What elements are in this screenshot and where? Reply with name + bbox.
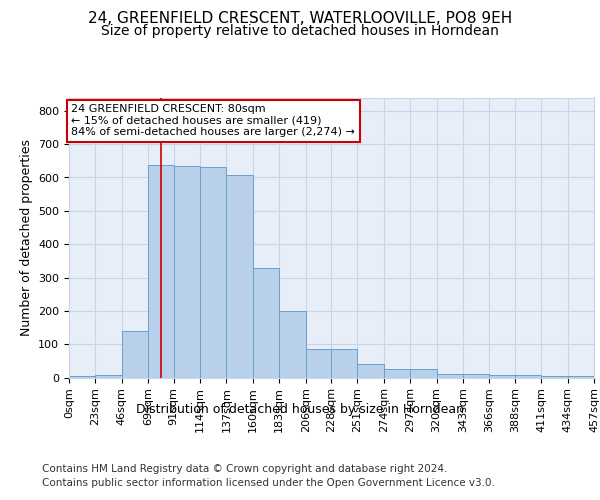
Text: Distribution of detached houses by size in Horndean: Distribution of detached houses by size … — [136, 402, 464, 415]
Bar — [384, 369, 410, 378]
Bar — [173, 166, 200, 378]
Bar — [253, 268, 279, 378]
Text: 24, GREENFIELD CRESCENT, WATERLOOVILLE, PO8 9EH: 24, GREENFIELD CRESCENT, WATERLOOVILLE, … — [88, 11, 512, 26]
Bar — [358, 364, 384, 378]
Bar — [305, 349, 331, 378]
Bar — [490, 375, 515, 378]
Bar — [541, 376, 568, 378]
Text: Contains public sector information licensed under the Open Government Licence v3: Contains public sector information licen… — [42, 478, 495, 488]
Bar — [200, 168, 226, 378]
Bar — [463, 374, 490, 378]
Bar — [437, 374, 463, 378]
Bar — [69, 376, 95, 378]
Bar — [515, 375, 541, 378]
Bar — [95, 375, 122, 378]
Bar — [226, 175, 253, 378]
Text: Size of property relative to detached houses in Horndean: Size of property relative to detached ho… — [101, 24, 499, 38]
Text: 24 GREENFIELD CRESCENT: 80sqm
← 15% of detached houses are smaller (419)
84% of : 24 GREENFIELD CRESCENT: 80sqm ← 15% of d… — [71, 104, 355, 138]
Bar — [122, 331, 148, 378]
Bar — [279, 311, 305, 378]
Bar — [331, 349, 358, 378]
Bar — [410, 369, 437, 378]
Y-axis label: Number of detached properties: Number of detached properties — [20, 139, 32, 336]
Bar — [148, 165, 173, 378]
Bar — [568, 376, 594, 378]
Text: Contains HM Land Registry data © Crown copyright and database right 2024.: Contains HM Land Registry data © Crown c… — [42, 464, 448, 474]
